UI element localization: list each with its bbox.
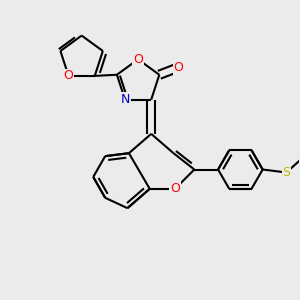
- Text: N: N: [120, 93, 130, 106]
- Text: O: O: [64, 69, 74, 82]
- Text: O: O: [133, 53, 143, 66]
- Text: O: O: [170, 182, 180, 195]
- Text: S: S: [282, 166, 290, 179]
- Text: O: O: [174, 61, 184, 74]
